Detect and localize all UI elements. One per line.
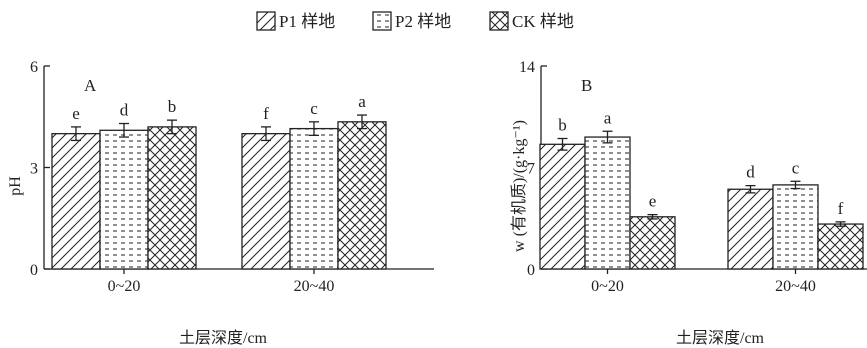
panel-a-significance-letter: f bbox=[263, 104, 269, 123]
panel-b-y-tick-label: 0 bbox=[527, 262, 535, 279]
panel-a-label: A bbox=[84, 76, 97, 95]
legend-item-p1: P1 样地 bbox=[256, 11, 335, 31]
panel-b-ylabel: w (有机质)/(g·kg⁻¹) bbox=[510, 120, 528, 252]
panel-b-bar bbox=[539, 143, 586, 270]
panel-b-category-label: 20~40 bbox=[775, 278, 816, 295]
panel-a-category-label: 20~40 bbox=[294, 278, 335, 295]
panel-a-xlabel: 土层深度/cm bbox=[179, 329, 268, 347]
panel-a-bar bbox=[99, 129, 149, 270]
legend-swatch-ck bbox=[489, 11, 509, 31]
panel-b: B w (有机质)/(g·kg⁻¹) 土层深度/cm 0 7 14 b a e 0~20 d c… bbox=[510, 59, 867, 347]
panel-b-significance-letter: e bbox=[649, 192, 657, 211]
panel-a-y-tick-label: 6 bbox=[30, 59, 38, 76]
panel-b-bar bbox=[772, 184, 819, 270]
legend-label-p1: P1 样地 bbox=[279, 12, 335, 31]
legend-item-p2: P2 样地 bbox=[372, 11, 451, 31]
panel-b-bar bbox=[629, 216, 676, 270]
panel-a-significance-letter: a bbox=[358, 92, 366, 111]
panel-a-significance-letter: c bbox=[310, 99, 318, 118]
panel-a-category-label: 0~20 bbox=[108, 278, 141, 295]
panel-b-y-tick-label: 14 bbox=[519, 59, 535, 76]
panel-b-y-tick-label: 7 bbox=[527, 161, 535, 178]
panel-a-bar bbox=[147, 126, 197, 270]
legend-swatch-p1 bbox=[256, 11, 276, 31]
panel-a: A pH 土层深度/cm 0 3 6 e d b 0~20 f c a 20~40 bbox=[7, 59, 434, 347]
panel-a-bar bbox=[241, 133, 291, 270]
panel-a-bar bbox=[337, 121, 387, 270]
panel-a-y-tick-label: 3 bbox=[30, 161, 38, 178]
panel-b-bar bbox=[817, 223, 864, 270]
panel-a-significance-letter: e bbox=[72, 104, 80, 123]
legend-item-ck: CK 样地 bbox=[489, 11, 574, 31]
panel-b-bar bbox=[727, 188, 774, 270]
panel-a-significance-letter: b bbox=[168, 97, 177, 116]
panel-b-significance-letter: d bbox=[746, 163, 755, 182]
panel-b-bar bbox=[584, 136, 631, 270]
legend: P1 样地 P2 样地 CK 样地 bbox=[256, 11, 574, 31]
panel-b-significance-letter: a bbox=[604, 108, 612, 127]
panel-b-significance-letter: b bbox=[558, 116, 567, 135]
legend-label-p2: P2 样地 bbox=[395, 12, 451, 31]
panel-b-significance-letter: c bbox=[792, 158, 800, 177]
panel-b-category-label: 0~20 bbox=[591, 278, 624, 295]
panel-a-bar bbox=[289, 127, 339, 270]
legend-swatch-p2 bbox=[372, 11, 392, 31]
legend-label-ck: CK 样地 bbox=[512, 12, 574, 31]
panel-b-label: B bbox=[581, 76, 592, 95]
panel-a-ylabel: pH bbox=[7, 176, 24, 196]
panel-b-significance-letter: f bbox=[838, 199, 844, 218]
panel-a-y-tick-label: 0 bbox=[30, 262, 38, 279]
panel-b-xlabel: 土层深度/cm bbox=[676, 329, 765, 347]
panel-a-significance-letter: d bbox=[120, 101, 129, 120]
panel-a-bar bbox=[51, 133, 101, 270]
